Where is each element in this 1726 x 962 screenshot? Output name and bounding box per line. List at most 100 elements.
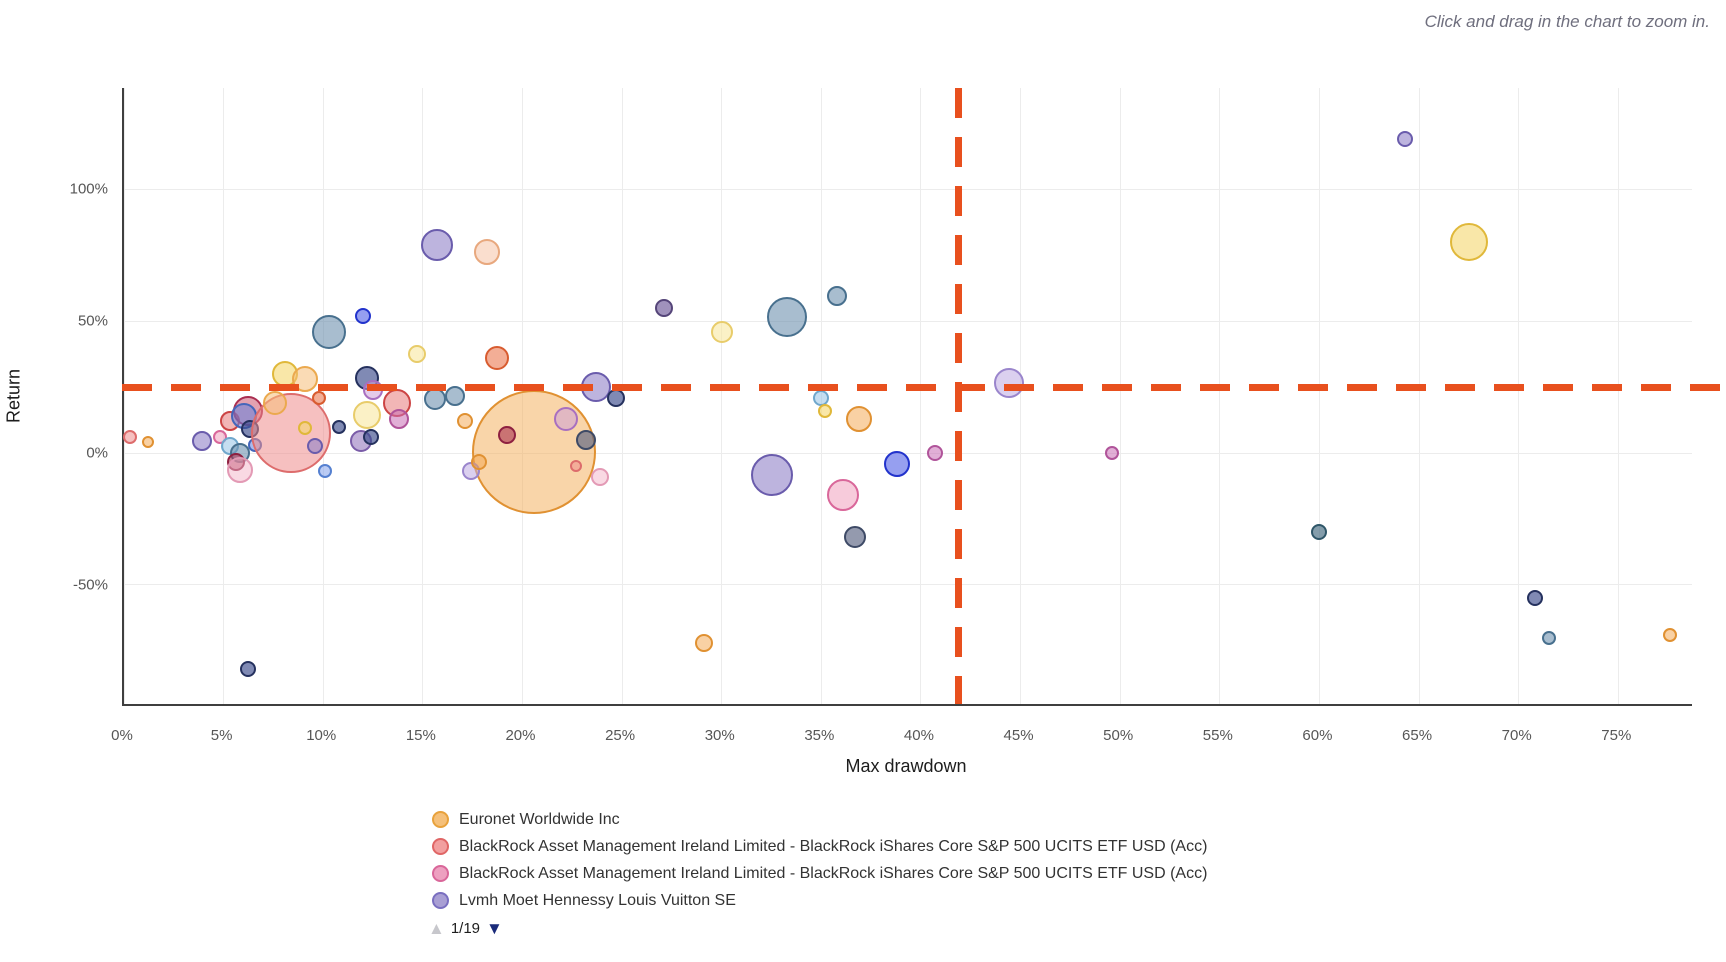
x-gridline (1119, 88, 1121, 704)
data-bubble[interactable] (1526, 590, 1543, 607)
data-bubble[interactable] (1311, 524, 1328, 541)
data-bubble[interactable] (318, 464, 333, 479)
data-bubble[interactable] (1449, 222, 1488, 261)
y-gridline (124, 188, 1692, 190)
x-tick-label: 45% (1003, 727, 1034, 744)
data-bubble[interactable] (1397, 130, 1414, 147)
average-drawdown-dashed-line (955, 88, 963, 704)
data-bubble[interactable] (472, 389, 597, 514)
data-bubble[interactable] (554, 406, 579, 431)
data-bubble[interactable] (191, 431, 212, 452)
legend-marker-icon (432, 838, 449, 855)
data-bubble[interactable] (576, 429, 597, 450)
data-bubble[interactable] (307, 438, 324, 455)
data-bubble[interactable] (497, 425, 516, 444)
data-bubble[interactable] (355, 307, 372, 324)
x-tick-label: 75% (1601, 727, 1632, 744)
y-tick-label: 100% (69, 180, 108, 198)
data-bubble[interactable] (423, 387, 446, 410)
y-axis-title: Return (3, 368, 24, 424)
data-bubble[interactable] (767, 297, 808, 338)
data-bubble[interactable] (591, 467, 610, 486)
x-gridline (1318, 88, 1320, 704)
data-bubble[interactable] (141, 436, 154, 449)
plot-area[interactable] (122, 88, 1692, 706)
data-bubble[interactable] (694, 634, 713, 653)
y-tick-label: -50% (72, 576, 108, 594)
data-bubble[interactable] (484, 345, 509, 370)
data-bubble[interactable] (827, 285, 848, 306)
data-bubble[interactable] (312, 390, 327, 405)
x-tick-label: 50% (1103, 727, 1134, 744)
data-bubble[interactable] (993, 368, 1024, 399)
data-bubble[interactable] (884, 450, 911, 477)
legend-item[interactable]: Lvmh Moet Hennessy Louis Vuitton SE (432, 887, 1207, 914)
data-bubble[interactable] (844, 526, 867, 549)
x-tick-label: 55% (1202, 727, 1233, 744)
data-bubble[interactable] (813, 389, 830, 406)
legend-pager-down-icon[interactable]: ▼ (486, 919, 503, 938)
data-bubble[interactable] (226, 457, 253, 484)
data-bubble[interactable] (710, 320, 733, 343)
x-gridline (1518, 88, 1520, 704)
data-bubble[interactable] (1663, 628, 1678, 643)
x-tick-label: 15% (405, 727, 436, 744)
legend-item-label: Euronet Worldwide Inc (459, 810, 620, 828)
data-bubble[interactable] (239, 661, 256, 678)
x-tick-label: 10% (306, 727, 337, 744)
x-tick-label: 70% (1501, 727, 1532, 744)
legend-item[interactable]: BlackRock Asset Management Ireland Limit… (432, 860, 1207, 887)
data-bubble[interactable] (332, 419, 347, 434)
y-tick-label: 50% (77, 312, 108, 330)
data-bubble[interactable] (607, 388, 626, 407)
data-bubble[interactable] (570, 460, 583, 473)
data-bubble[interactable] (750, 454, 793, 497)
x-tick-label: 30% (704, 727, 735, 744)
data-bubble[interactable] (470, 454, 487, 471)
data-bubble[interactable] (818, 403, 833, 418)
data-bubble[interactable] (1105, 446, 1120, 460)
x-tick-label: 25% (605, 727, 636, 744)
y-gridline (124, 320, 1692, 322)
legend-item-label: BlackRock Asset Management Ireland Limit… (459, 864, 1208, 882)
legend-pager-up-icon[interactable]: ▲ (428, 919, 445, 938)
x-axis-title: Max drawdown (845, 756, 967, 776)
x-gridline (721, 88, 723, 704)
x-tick-label: 5% (210, 727, 233, 744)
data-bubble[interactable] (473, 239, 500, 266)
legend-pager-label: 1/19 (450, 920, 481, 937)
data-bubble[interactable] (353, 400, 382, 429)
data-bubble[interactable] (122, 430, 137, 445)
x-tick-label: 40% (903, 727, 934, 744)
x-tick-label: 0% (111, 727, 133, 744)
x-gridline (422, 88, 424, 704)
data-bubble[interactable] (363, 429, 380, 446)
legend-marker-icon (432, 865, 449, 882)
legend-item-label: BlackRock Asset Management Ireland Limit… (459, 837, 1208, 855)
legend-item-label: Lvmh Moet Hennessy Louis Vuitton SE (459, 891, 736, 909)
data-bubble[interactable] (926, 445, 943, 461)
x-tick-label: 65% (1402, 727, 1433, 744)
legend-item[interactable]: BlackRock Asset Management Ireland Limit… (432, 833, 1207, 860)
x-gridline (223, 88, 225, 704)
data-bubble[interactable] (263, 390, 288, 415)
data-bubble[interactable] (407, 345, 426, 364)
data-bubble[interactable] (827, 479, 860, 512)
data-bubble[interactable] (1541, 630, 1556, 645)
data-bubble[interactable] (298, 420, 313, 435)
data-bubble[interactable] (654, 298, 673, 317)
data-bubble[interactable] (456, 413, 473, 430)
x-tick-label: 20% (505, 727, 536, 744)
data-bubble[interactable] (420, 228, 453, 261)
x-tick-label: 60% (1302, 727, 1333, 744)
average-return-dashed-line (122, 383, 1722, 391)
zoom-hint-text: Click and drag in the chart to zoom in. (1424, 12, 1710, 31)
legend-item[interactable]: Euronet Worldwide Inc (432, 806, 1207, 833)
data-bubble[interactable] (388, 408, 409, 429)
data-bubble[interactable] (312, 314, 347, 349)
y-gridline (124, 452, 1692, 454)
data-bubble[interactable] (846, 405, 873, 432)
legend-pager: ▲ 1/19 ▼ (428, 920, 503, 937)
y-gridline (124, 584, 1692, 586)
